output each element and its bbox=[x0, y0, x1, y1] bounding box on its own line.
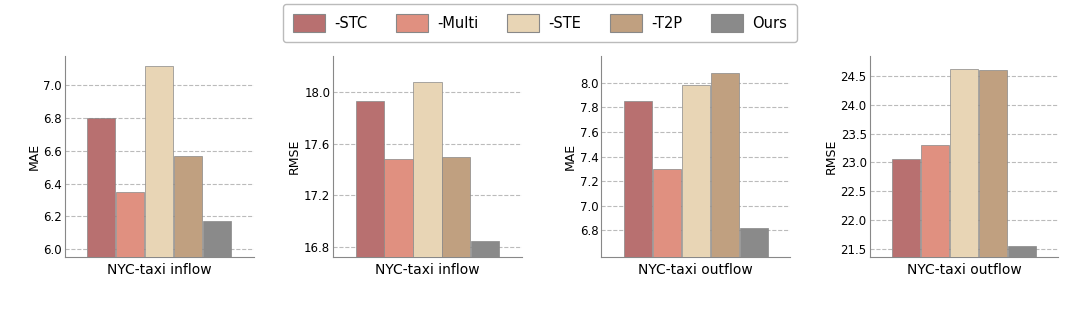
Y-axis label: MAE: MAE bbox=[564, 143, 577, 170]
Bar bbox=[892, 159, 920, 310]
Bar bbox=[624, 101, 652, 310]
Bar bbox=[145, 66, 173, 310]
Bar bbox=[740, 228, 768, 310]
Bar bbox=[87, 118, 116, 310]
Bar bbox=[414, 82, 442, 310]
Bar bbox=[203, 221, 231, 310]
X-axis label: NYC-taxi outflow: NYC-taxi outflow bbox=[906, 263, 1022, 277]
Bar bbox=[978, 70, 1007, 310]
Bar bbox=[652, 169, 680, 310]
Bar bbox=[355, 101, 383, 310]
Bar bbox=[1008, 246, 1036, 310]
Bar bbox=[117, 192, 145, 310]
X-axis label: NYC-taxi inflow: NYC-taxi inflow bbox=[107, 263, 212, 277]
Bar bbox=[711, 73, 739, 310]
Bar bbox=[950, 69, 978, 310]
Bar bbox=[384, 159, 413, 310]
Bar bbox=[471, 241, 499, 310]
Bar bbox=[443, 157, 471, 310]
Legend: -STC, -Multi, -STE, -T2P, Ours: -STC, -Multi, -STE, -T2P, Ours bbox=[283, 4, 797, 42]
Y-axis label: RMSE: RMSE bbox=[825, 139, 838, 174]
Bar bbox=[174, 156, 202, 310]
Bar bbox=[681, 85, 710, 310]
X-axis label: NYC-taxi outflow: NYC-taxi outflow bbox=[638, 263, 753, 277]
X-axis label: NYC-taxi inflow: NYC-taxi inflow bbox=[375, 263, 480, 277]
Y-axis label: MAE: MAE bbox=[27, 143, 40, 170]
Y-axis label: RMSE: RMSE bbox=[288, 139, 301, 174]
Bar bbox=[921, 145, 949, 310]
